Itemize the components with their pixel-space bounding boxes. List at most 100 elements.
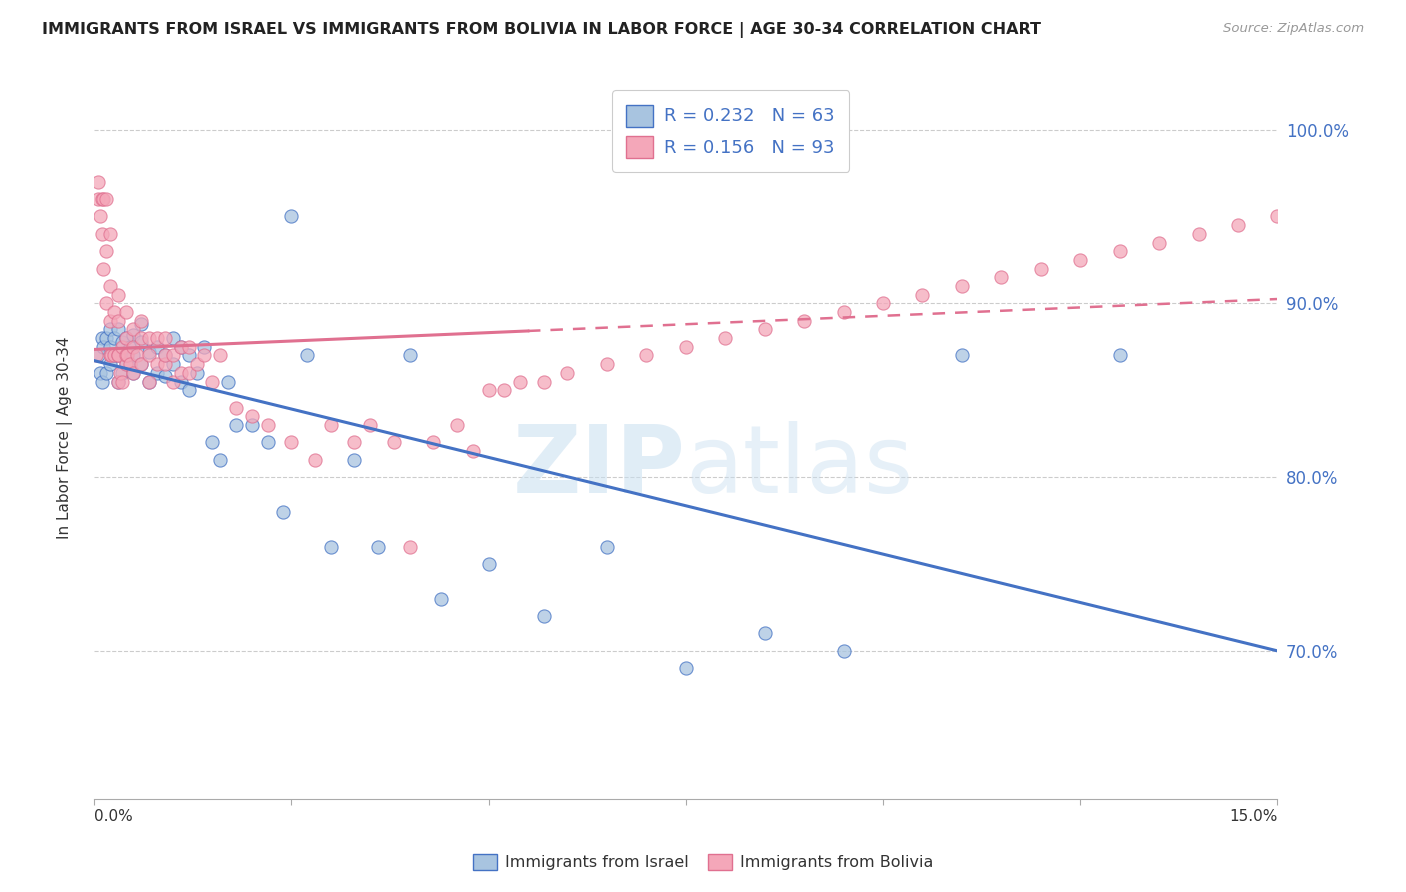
Point bbox=[103, 305, 125, 319]
Point bbox=[111, 340, 134, 354]
Point bbox=[273, 505, 295, 519]
Point bbox=[146, 366, 169, 380]
Point bbox=[832, 305, 855, 319]
Y-axis label: In Labor Force | Age 30-34: In Labor Force | Age 30-34 bbox=[58, 337, 73, 540]
Point bbox=[177, 348, 200, 362]
Point bbox=[153, 348, 176, 362]
Point bbox=[533, 375, 555, 389]
Point bbox=[162, 375, 184, 389]
Point bbox=[177, 366, 200, 380]
Point bbox=[170, 340, 193, 354]
Point bbox=[477, 557, 499, 571]
Point bbox=[122, 340, 145, 354]
Point bbox=[1108, 348, 1130, 362]
Point bbox=[186, 357, 208, 371]
Point bbox=[911, 287, 934, 301]
Point bbox=[90, 227, 112, 241]
Point bbox=[138, 331, 160, 345]
Point bbox=[107, 375, 129, 389]
Point bbox=[114, 348, 136, 362]
Point bbox=[280, 435, 302, 450]
Point bbox=[675, 340, 697, 354]
Point bbox=[494, 383, 516, 397]
Point bbox=[118, 340, 141, 354]
Point bbox=[153, 331, 176, 345]
Point bbox=[186, 366, 208, 380]
Point bbox=[146, 331, 169, 345]
Text: ZIP: ZIP bbox=[513, 421, 686, 513]
Point bbox=[93, 192, 115, 206]
Point bbox=[240, 417, 263, 432]
Point bbox=[138, 375, 160, 389]
Text: 0.0%: 0.0% bbox=[94, 809, 132, 824]
Point bbox=[1108, 244, 1130, 259]
Point bbox=[990, 270, 1012, 285]
Point bbox=[1227, 218, 1250, 232]
Point bbox=[1147, 235, 1170, 250]
Point bbox=[162, 331, 184, 345]
Point bbox=[90, 375, 112, 389]
Point bbox=[94, 192, 117, 206]
Text: atlas: atlas bbox=[686, 421, 914, 513]
Point bbox=[950, 279, 973, 293]
Point bbox=[153, 348, 176, 362]
Point bbox=[87, 192, 110, 206]
Point bbox=[100, 348, 122, 362]
Point bbox=[122, 348, 145, 362]
Point bbox=[114, 357, 136, 371]
Point bbox=[90, 192, 112, 206]
Point bbox=[636, 348, 658, 362]
Point bbox=[201, 375, 224, 389]
Point bbox=[127, 348, 149, 362]
Point bbox=[89, 366, 111, 380]
Point bbox=[93, 261, 115, 276]
Point bbox=[98, 348, 121, 362]
Point bbox=[94, 331, 117, 345]
Point bbox=[319, 540, 342, 554]
Point bbox=[162, 348, 184, 362]
Point bbox=[114, 331, 136, 345]
Point bbox=[754, 322, 776, 336]
Point bbox=[107, 348, 129, 362]
Point bbox=[153, 369, 176, 384]
Point bbox=[359, 417, 381, 432]
Point bbox=[114, 331, 136, 345]
Point bbox=[107, 375, 129, 389]
Point bbox=[98, 227, 121, 241]
Point bbox=[146, 357, 169, 371]
Point bbox=[533, 609, 555, 624]
Point bbox=[256, 417, 278, 432]
Point bbox=[193, 348, 215, 362]
Legend: R = 0.232   N = 63, R = 0.156   N = 93: R = 0.232 N = 63, R = 0.156 N = 93 bbox=[612, 90, 849, 172]
Point bbox=[162, 357, 184, 371]
Point bbox=[94, 296, 117, 310]
Point bbox=[170, 366, 193, 380]
Point bbox=[832, 644, 855, 658]
Point bbox=[138, 375, 160, 389]
Point bbox=[94, 244, 117, 259]
Point bbox=[98, 314, 121, 328]
Point bbox=[1187, 227, 1209, 241]
Point bbox=[177, 340, 200, 354]
Point bbox=[98, 322, 121, 336]
Point bbox=[111, 375, 134, 389]
Point bbox=[382, 435, 405, 450]
Point bbox=[115, 348, 138, 362]
Point bbox=[114, 348, 136, 362]
Point bbox=[94, 366, 117, 380]
Point bbox=[209, 452, 232, 467]
Point bbox=[256, 435, 278, 450]
Point bbox=[793, 314, 815, 328]
Point bbox=[170, 340, 193, 354]
Point bbox=[1069, 252, 1091, 267]
Text: IMMIGRANTS FROM ISRAEL VS IMMIGRANTS FROM BOLIVIA IN LABOR FORCE | AGE 30-34 COR: IMMIGRANTS FROM ISRAEL VS IMMIGRANTS FRO… bbox=[42, 22, 1042, 38]
Point bbox=[103, 331, 125, 345]
Point bbox=[398, 348, 420, 362]
Point bbox=[114, 305, 136, 319]
Point bbox=[596, 357, 619, 371]
Point bbox=[557, 366, 579, 380]
Point bbox=[754, 626, 776, 640]
Point bbox=[108, 366, 131, 380]
Point bbox=[225, 401, 247, 415]
Point bbox=[118, 357, 141, 371]
